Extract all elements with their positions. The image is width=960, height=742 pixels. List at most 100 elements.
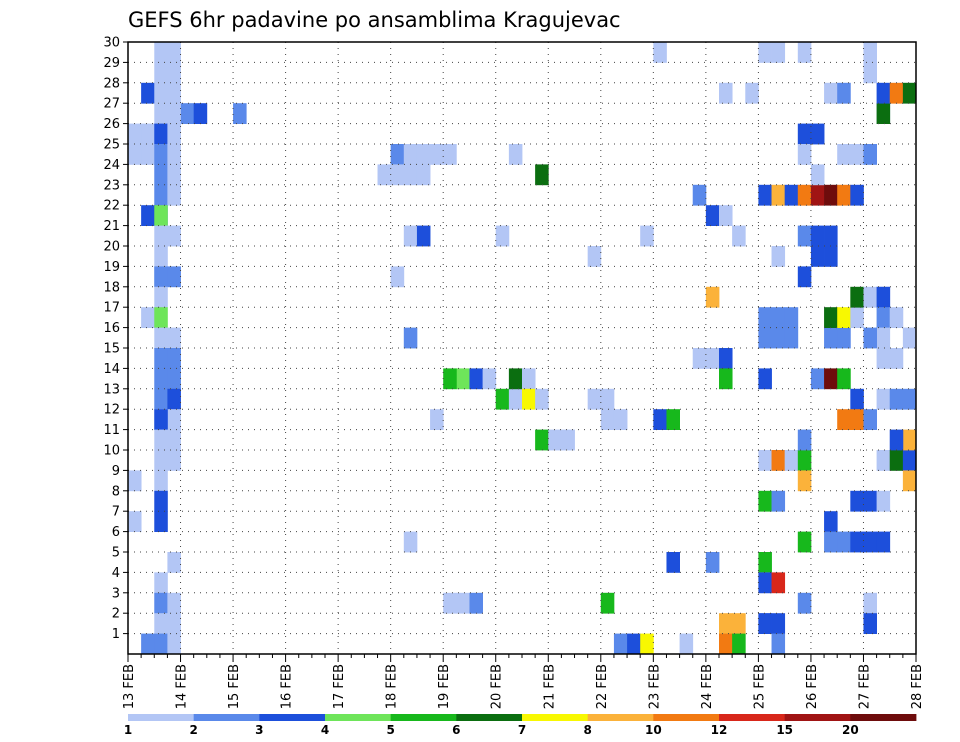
heatmap-cell (154, 286, 168, 308)
x-tick-label: 28 FEB (910, 664, 925, 709)
x-tick-label: 24 FEB (700, 664, 715, 709)
x-tick-label: 15 FEB (227, 664, 242, 709)
heatmap-cell (141, 633, 155, 655)
heatmap-cell (167, 184, 181, 206)
y-tick-label: 23 (103, 178, 120, 193)
heatmap-cell (705, 552, 720, 573)
heatmap-cell (167, 225, 181, 247)
y-tick-label: 6 (112, 525, 120, 540)
heatmap-cell (837, 184, 851, 206)
y-tick-label: 17 (103, 301, 120, 316)
heatmap-cell (837, 144, 851, 165)
heatmap-cell (889, 450, 904, 471)
heatmap-cell (535, 164, 549, 186)
heatmap-cell (167, 327, 181, 349)
heatmap-cell (128, 123, 142, 145)
heatmap-cell (758, 42, 772, 63)
x-tick-label: 20 FEB (490, 664, 505, 709)
heatmap-cell (771, 633, 786, 655)
y-tick-label: 7 (112, 505, 120, 520)
heatmap-cell (758, 184, 772, 206)
heatmap-cell (666, 552, 680, 573)
heatmap-cell (443, 592, 457, 614)
heatmap-cell (863, 144, 877, 165)
y-tick-label: 3 (112, 586, 120, 601)
heatmap-cell (824, 327, 838, 349)
heatmap-cell (561, 429, 575, 451)
x-axis-ticks: 13 FEB 14 FEB 15 FEB 16 FEB 17 FEB 18 FEB 19 F… (122, 654, 925, 709)
heatmap-cell (863, 613, 877, 634)
chart-title: GEFS 6hr padavine po ansamblima Kragujev… (128, 8, 621, 32)
y-tick-label: 11 (103, 423, 120, 438)
heatmap-cell (797, 429, 812, 451)
heatmap-cell (167, 633, 181, 655)
legend-swatch (653, 714, 720, 721)
heatmap-cell (745, 82, 759, 104)
heatmap-cell (876, 531, 891, 553)
heatmap-cell (719, 82, 733, 104)
x-tick-label: 18 FEB (385, 664, 400, 709)
heatmap-cell (889, 388, 904, 410)
legend-swatch (850, 714, 917, 721)
heatmap-cell (141, 307, 155, 328)
heatmap-cell (154, 62, 168, 84)
heatmap-cell (613, 633, 628, 655)
heatmap-cell (443, 144, 457, 165)
heatmap-cell (797, 450, 812, 471)
heatmap-cell (837, 531, 851, 553)
heatmap-cell (824, 225, 838, 247)
heatmap-cell (403, 144, 418, 165)
heatmap-cell (522, 368, 536, 390)
heatmap-cell (430, 144, 444, 165)
heatmap-cell (167, 144, 181, 165)
heatmap-cell (837, 82, 851, 104)
heatmap-cell (167, 388, 181, 410)
heatmap-cell (771, 450, 786, 471)
heatmap-cell (128, 511, 142, 532)
heatmap-cell (416, 164, 431, 186)
heatmap-cell (154, 592, 168, 614)
heatmap-cell (416, 225, 431, 247)
heatmap-cell (508, 388, 523, 410)
heatmap-cell (771, 184, 786, 206)
heatmap-cell (902, 450, 917, 471)
heatmap-cell (837, 327, 851, 349)
heatmap-cell (495, 225, 510, 247)
heatmap-cell (154, 82, 168, 104)
heatmap-cell (876, 388, 891, 410)
heatmap-cell (850, 184, 864, 206)
y-tick-label: 25 (103, 138, 120, 153)
y-tick-label: 4 (112, 566, 120, 581)
y-tick-label: 5 (112, 546, 120, 561)
heatmap-cell (600, 388, 615, 410)
heatmap-cell (719, 613, 733, 634)
heatmap-cell (430, 409, 444, 430)
color-legend: 1 2 3 4 5 6 7 8 10 12 15 20 (124, 714, 917, 737)
heatmap-cell (154, 327, 168, 349)
heatmap-cell (758, 490, 772, 512)
y-tick-label: 22 (103, 199, 120, 214)
heatmap-cell (719, 368, 733, 390)
heatmap-cell (784, 327, 799, 349)
heatmap-cell (863, 490, 877, 512)
heatmap-cell (666, 409, 680, 430)
heatmap-cell (824, 368, 838, 390)
heatmap-cell (810, 225, 825, 247)
heatmap-cell (508, 368, 523, 390)
legend-swatch (456, 714, 523, 721)
heatmap-cell (824, 82, 838, 104)
x-tick-label: 21 FEB (542, 664, 557, 709)
heatmap-cell (719, 205, 733, 226)
heatmap-cell (810, 164, 825, 186)
legend-label: 12 (711, 723, 728, 737)
heatmap-cell (732, 613, 746, 634)
heatmap-cell (850, 490, 864, 512)
y-tick-label: 15 (103, 342, 120, 357)
y-tick-label: 10 (103, 444, 120, 459)
x-tick-label: 19 FEB (437, 664, 452, 709)
heatmap-cell (758, 572, 772, 594)
heatmap-cell (837, 307, 851, 328)
heatmap-cell (705, 205, 720, 226)
heatmap-cell (456, 592, 470, 614)
